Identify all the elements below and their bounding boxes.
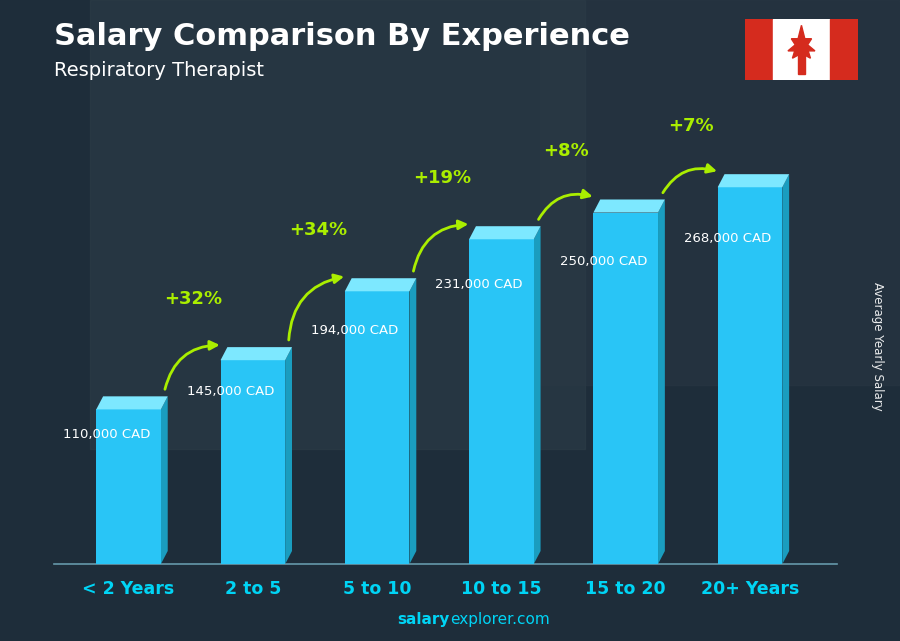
Text: 110,000 CAD: 110,000 CAD — [62, 428, 150, 441]
Bar — [90, 0, 585, 449]
Polygon shape — [161, 396, 167, 564]
Bar — [798, 53, 805, 74]
Bar — [220, 360, 285, 564]
Polygon shape — [469, 226, 541, 239]
Text: 250,000 CAD: 250,000 CAD — [560, 254, 647, 268]
Polygon shape — [534, 226, 541, 564]
Bar — [717, 187, 782, 564]
Text: salary: salary — [398, 612, 450, 627]
Text: explorer.com: explorer.com — [450, 612, 550, 627]
Polygon shape — [658, 199, 665, 564]
Bar — [469, 239, 534, 564]
Text: +32%: +32% — [165, 290, 222, 308]
Polygon shape — [285, 347, 292, 564]
Text: +34%: +34% — [289, 221, 347, 239]
Bar — [345, 291, 410, 564]
Text: 268,000 CAD: 268,000 CAD — [684, 233, 771, 246]
Bar — [540, 0, 900, 385]
Bar — [745, 19, 773, 80]
Polygon shape — [717, 174, 789, 187]
Bar — [773, 19, 830, 80]
Text: 231,000 CAD: 231,000 CAD — [436, 278, 523, 291]
Text: 145,000 CAD: 145,000 CAD — [187, 385, 274, 397]
Text: +8%: +8% — [544, 142, 590, 160]
Text: +19%: +19% — [413, 169, 471, 187]
Text: Average Yearly Salary: Average Yearly Salary — [871, 282, 884, 410]
Polygon shape — [96, 396, 167, 410]
Polygon shape — [345, 278, 417, 291]
Bar — [830, 19, 858, 80]
Text: Respiratory Therapist: Respiratory Therapist — [54, 61, 264, 80]
Text: Salary Comparison By Experience: Salary Comparison By Experience — [54, 22, 630, 51]
Text: +7%: +7% — [668, 117, 714, 135]
Polygon shape — [410, 278, 417, 564]
Polygon shape — [220, 347, 292, 360]
Polygon shape — [593, 199, 665, 213]
Text: 194,000 CAD: 194,000 CAD — [311, 324, 399, 337]
Bar — [593, 213, 658, 564]
Bar — [96, 410, 161, 564]
Polygon shape — [788, 26, 815, 58]
Polygon shape — [782, 174, 789, 564]
